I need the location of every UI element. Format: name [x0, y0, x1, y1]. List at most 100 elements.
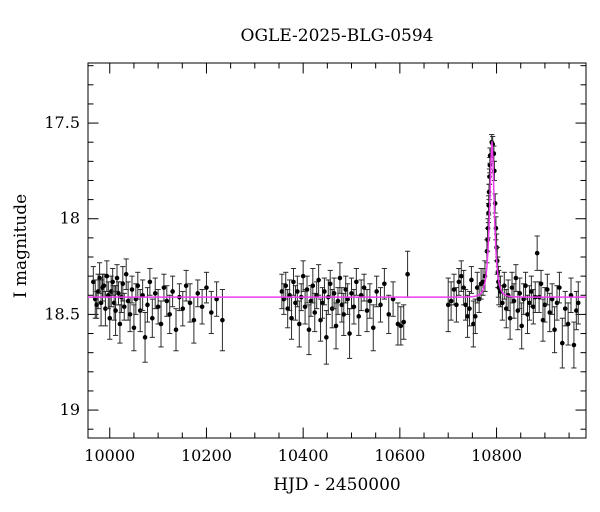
photometry-point — [448, 298, 454, 304]
data-point — [575, 281, 581, 325]
data-point — [170, 275, 176, 308]
data-point — [294, 275, 300, 308]
photometry-point — [575, 300, 581, 306]
photometry-point — [101, 283, 107, 289]
data-point — [105, 281, 111, 310]
x-tick-label: 10600 — [374, 446, 425, 465]
data-point — [180, 290, 186, 327]
photometry-point — [463, 302, 468, 308]
data-point — [117, 304, 123, 344]
photometry-point — [97, 275, 102, 281]
photometry-point — [472, 314, 478, 319]
data-point — [356, 296, 362, 336]
data-point — [370, 304, 376, 352]
photometry-point — [574, 308, 579, 313]
photometry-point — [471, 321, 476, 327]
data-point — [538, 269, 544, 298]
photometry-point — [398, 323, 404, 329]
x-tick-label: 10200 — [181, 446, 232, 465]
photometry-point — [289, 315, 294, 321]
data-point — [404, 250, 411, 298]
data-point — [568, 277, 574, 313]
y-tick-label: 17.5 — [44, 113, 80, 132]
photometry-point — [304, 287, 310, 292]
data-point — [333, 302, 339, 350]
photometry-point — [199, 304, 205, 310]
photometry-point — [107, 315, 113, 321]
data-point — [120, 266, 126, 302]
photometry-point — [345, 296, 350, 302]
photometry-point — [562, 306, 568, 311]
photometry-point — [104, 273, 110, 279]
data-point — [458, 260, 464, 292]
data-point — [292, 285, 299, 321]
data-point — [401, 304, 407, 340]
photometry-point — [458, 273, 464, 279]
data-point — [534, 235, 540, 271]
photometry-point — [545, 287, 550, 292]
data-point — [556, 271, 563, 304]
photometry-point — [131, 325, 137, 331]
photometry-point — [354, 279, 359, 285]
data-point — [364, 289, 370, 333]
data-point — [104, 260, 110, 292]
photometry-point — [517, 291, 523, 296]
photometry-point — [127, 312, 133, 317]
data-point — [358, 279, 364, 312]
photometry-point — [180, 306, 186, 311]
photometry-point — [474, 285, 480, 290]
data-point — [155, 289, 161, 325]
y-tick-label: 18.5 — [44, 304, 80, 323]
photometry-point — [540, 317, 546, 323]
data-point — [97, 262, 103, 294]
data-point — [374, 275, 380, 308]
photometry-point — [568, 292, 574, 298]
photometry-point — [310, 283, 316, 289]
axis-tick-labels: 10000 10200 10400 10600 10800 17.5 18 18.5 19 — [44, 113, 522, 465]
photometry-point — [356, 314, 362, 319]
data-point — [565, 302, 571, 346]
photometry-point — [161, 285, 167, 290]
photometry-point — [519, 323, 524, 329]
photometry-point — [525, 312, 530, 317]
photometry-point — [560, 340, 565, 346]
data-point — [464, 294, 471, 338]
data-point — [187, 283, 193, 323]
data-point — [199, 289, 205, 325]
model-curve — [88, 141, 586, 298]
data-point — [296, 300, 302, 348]
photometry-point — [220, 317, 225, 323]
data-point — [331, 277, 337, 310]
photometry-point — [337, 275, 343, 281]
photometry-point — [117, 321, 123, 327]
photometry-point — [113, 308, 118, 313]
photometry-point — [306, 327, 312, 333]
photometry-point — [300, 273, 306, 279]
photometry-point — [530, 304, 536, 310]
data-point — [468, 266, 475, 294]
data-point — [448, 281, 454, 321]
photometry-point — [370, 325, 376, 331]
photometry-point — [135, 283, 141, 289]
photometry-point — [401, 319, 407, 325]
data-point — [173, 308, 179, 352]
data-point — [317, 298, 324, 342]
data-point — [474, 271, 480, 304]
photometry-point — [187, 300, 193, 306]
photometry-point — [214, 296, 219, 302]
photometry-point — [390, 296, 396, 302]
data-point — [571, 321, 577, 369]
data-point — [390, 281, 396, 317]
photometry-point — [279, 289, 285, 294]
data-point — [551, 306, 558, 354]
data-point — [135, 271, 141, 300]
photometry-point — [322, 289, 327, 294]
photometry-point — [121, 304, 127, 310]
data-point — [348, 277, 355, 310]
photometry-point — [164, 298, 170, 304]
data-point — [129, 275, 135, 304]
photometry-point — [183, 283, 189, 289]
photometry-point — [529, 289, 534, 294]
